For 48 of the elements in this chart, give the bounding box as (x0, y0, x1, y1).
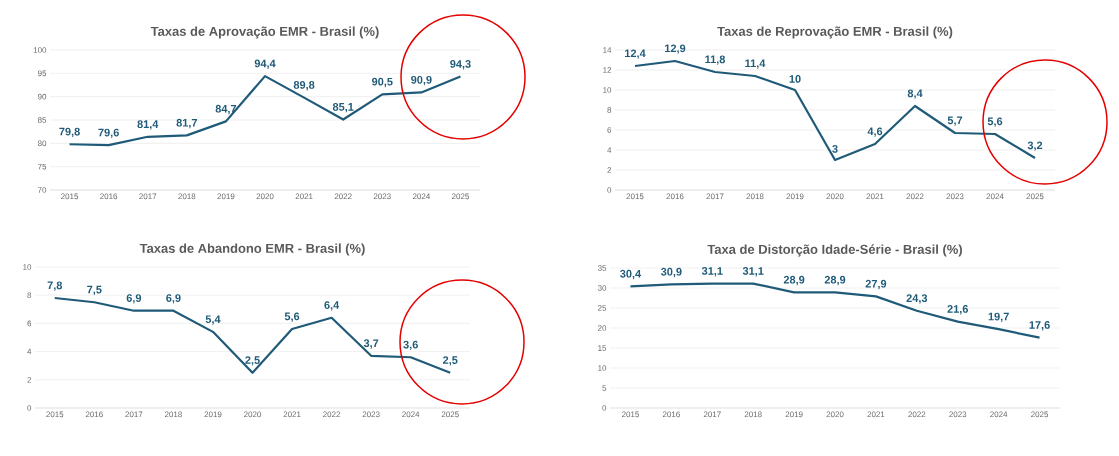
data-label: 2,5 (245, 356, 260, 366)
data-label: 3,2 (1027, 141, 1043, 151)
data-label: 31,1 (701, 267, 723, 277)
data-label: 94,4 (254, 59, 276, 69)
data-label: 79,8 (59, 127, 80, 138)
data-label: 84,7 (215, 104, 237, 115)
data-label: 28,9 (783, 275, 805, 286)
data-label: 5,6 (987, 117, 1003, 127)
data-label: 81,4 (137, 120, 159, 130)
data-label: 31,1 (742, 267, 764, 277)
data-label: 6,9 (166, 294, 181, 304)
data-label: 5,4 (205, 315, 221, 325)
data-label: 10 (789, 75, 801, 83)
data-label: 3,6 (403, 340, 418, 351)
data-label: 79,6 (98, 128, 119, 138)
data-label: 12,9 (665, 44, 686, 54)
data-label: 19,7 (988, 312, 1009, 323)
data-label: 2,5 (442, 356, 458, 366)
data-label: 21,6 (947, 305, 969, 315)
data-label: 3,7 (363, 339, 379, 349)
data-label: 6,9 (126, 294, 142, 304)
data-label: 17,6 (1029, 321, 1050, 331)
data-label: 30,4 (620, 269, 642, 280)
data-label: 11,8 (705, 55, 726, 65)
data-label: 24,3 (906, 294, 928, 304)
data-label: 28,9 (824, 275, 846, 286)
data-label: 4,6 (867, 127, 883, 137)
data-label: 8,4 (907, 89, 923, 99)
data-label: 89,8 (293, 81, 315, 91)
chart-title: Taxas de Aprovação EMR - Brasil (%) (150, 26, 379, 39)
data-label: 6,4 (324, 301, 340, 311)
chart-title: Taxa de Distorção Idade-Série - Brasil (%) (707, 244, 962, 257)
chart-title: Taxas de Reprovação EMR - Brasil (%) (717, 26, 953, 39)
data-label: 7,8 (47, 281, 63, 291)
data-label: 5,7 (947, 116, 963, 126)
data-label: 27,9 (865, 279, 887, 290)
data-label: 85,1 (332, 102, 354, 113)
data-label: 81,7 (176, 118, 197, 129)
chart-title: Taxas de Abandono EMR - Brasil (%) (139, 243, 365, 256)
data-label: 7,5 (87, 285, 102, 296)
data-label: 5,6 (284, 312, 300, 322)
data-label: 30,9 (660, 267, 682, 278)
data-label: 90,5 (371, 77, 393, 88)
data-label: 94,3 (450, 60, 471, 70)
data-label: 3 (832, 145, 838, 153)
data-label: 11,4 (745, 59, 766, 69)
data-label: 90,9 (411, 75, 432, 86)
data-label: 12,4 (625, 49, 646, 59)
